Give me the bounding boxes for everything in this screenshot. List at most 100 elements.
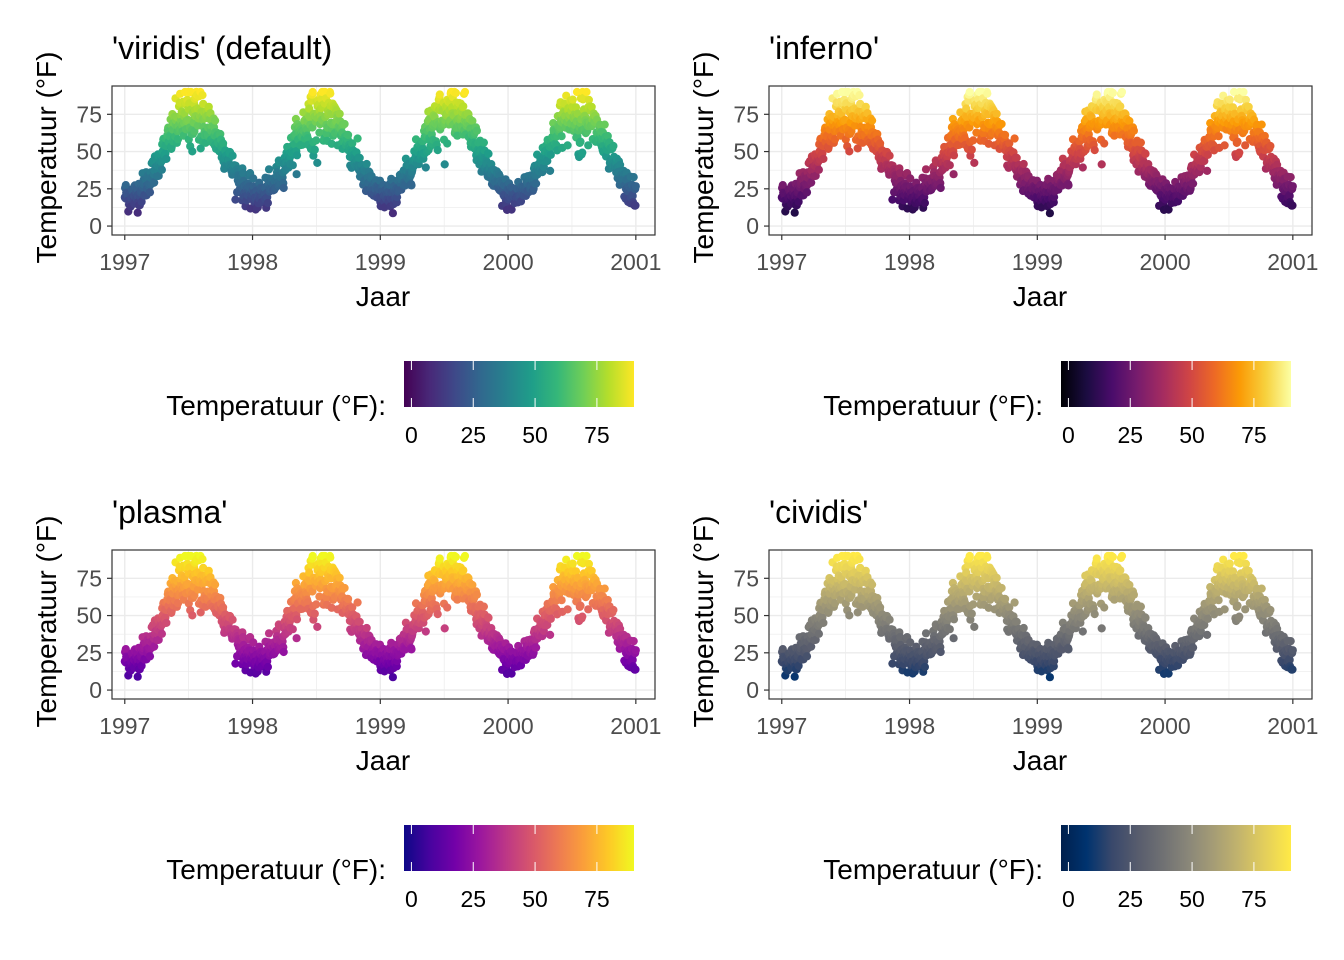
data-point (855, 91, 864, 100)
data-point (629, 637, 638, 646)
legend-tick-label: 75 (584, 886, 610, 912)
x-tick-label: 1999 (1012, 249, 1063, 275)
data-point (876, 603, 885, 612)
x-axis-label: Jaar (1013, 281, 1067, 312)
data-point (600, 120, 609, 129)
data-point (1233, 137, 1242, 146)
data-point (1286, 173, 1295, 182)
legend-title: Temperatuur (°F): (166, 390, 386, 421)
x-tick-label: 1998 (227, 713, 278, 739)
data-point (355, 153, 364, 162)
data-point (1019, 159, 1028, 169)
y-tick-label: 50 (76, 603, 102, 629)
data-point (219, 603, 228, 612)
data-point (1045, 209, 1054, 218)
x-tick-label: 2000 (1139, 249, 1190, 275)
data-point (845, 611, 854, 620)
data-point (992, 109, 1001, 118)
data-point (344, 594, 353, 604)
data-point (312, 600, 321, 609)
y-axis-label: Temperatuur (°F) (688, 52, 719, 264)
data-point (121, 181, 130, 190)
data-point (340, 583, 349, 593)
data-point (631, 646, 640, 655)
data-point (965, 87, 974, 97)
data-point (563, 605, 572, 614)
data-point (967, 145, 976, 154)
data-point (631, 182, 640, 191)
data-point (157, 165, 166, 174)
data-point (814, 629, 823, 638)
data-point (459, 566, 468, 575)
data-point (459, 102, 468, 111)
data-point (814, 165, 823, 174)
data-point (263, 198, 272, 208)
data-point (557, 596, 566, 605)
data-point (440, 624, 449, 633)
data-point (292, 151, 302, 160)
y-tick-label: 0 (89, 213, 102, 239)
data-point (997, 119, 1006, 129)
data-point (133, 672, 142, 681)
data-point (204, 102, 213, 111)
data-point (546, 150, 555, 159)
data-point (228, 615, 237, 624)
data-point (584, 95, 594, 104)
x-axis-label: Jaar (356, 281, 410, 312)
data-point (288, 161, 297, 170)
data-point (1235, 148, 1244, 157)
data-point (532, 179, 541, 188)
data-point (433, 146, 442, 155)
data-point (322, 129, 331, 138)
data-point (292, 615, 302, 624)
legend-colorbar (1061, 361, 1291, 407)
data-point (451, 552, 460, 562)
data-point (1117, 87, 1127, 97)
data-point (576, 137, 585, 146)
panel-plasma: 1997 1998 1999 2000 20010255075'plasma'JaarT… (31, 494, 661, 912)
data-point (532, 643, 541, 652)
data-point (1010, 134, 1019, 143)
data-point (472, 126, 481, 135)
data-point (231, 195, 240, 204)
data-point (292, 170, 301, 179)
data-point (335, 573, 344, 582)
legend-tick-label: 50 (522, 422, 548, 448)
data-point (435, 554, 444, 563)
data-point (1141, 149, 1150, 158)
legend-tick-label: 75 (584, 422, 610, 448)
data-point (920, 198, 929, 208)
legend-title: Temperatuur (°F): (166, 854, 386, 885)
data-point (407, 181, 416, 190)
chart-title: 'viridis' (default) (112, 30, 332, 66)
data-point (970, 158, 979, 167)
data-point (198, 555, 207, 564)
x-tick-label: 1999 (355, 713, 406, 739)
x-tick-label: 1997 (99, 249, 150, 275)
legend-colorbar (404, 825, 634, 871)
data-point (154, 171, 163, 180)
y-tick-label: 50 (76, 139, 102, 165)
data-point (484, 613, 493, 622)
data-point (228, 151, 237, 160)
data-point (362, 159, 371, 169)
data-point (133, 208, 142, 217)
data-point (308, 551, 317, 561)
data-point (609, 605, 618, 615)
data-point (582, 87, 591, 97)
data-point (211, 580, 220, 589)
data-point (1203, 166, 1212, 175)
data-point (1129, 126, 1138, 135)
data-point (568, 559, 577, 568)
data-point (443, 603, 452, 612)
data-point (571, 103, 581, 112)
data-point (460, 87, 470, 97)
data-point (790, 672, 799, 681)
y-tick-label: 50 (733, 139, 759, 165)
y-tick-label: 25 (76, 176, 102, 202)
data-point (451, 88, 460, 98)
data-point (546, 630, 555, 639)
y-axis-label: Temperatuur (°F) (31, 516, 62, 728)
